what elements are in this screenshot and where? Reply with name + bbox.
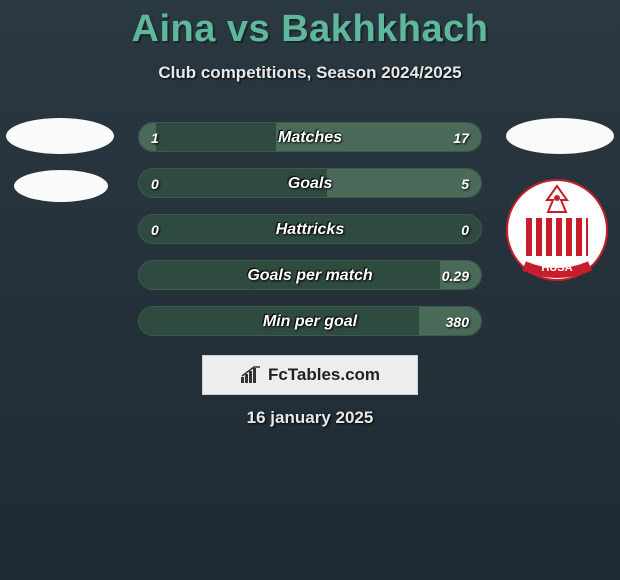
stat-bar: 0 Hattricks 0	[138, 214, 482, 244]
watermark-text: FcTables.com	[268, 365, 380, 385]
stat-value-right: 380	[446, 307, 469, 336]
stat-bar: Goals per match 0.29	[138, 260, 482, 290]
left-player-badges	[6, 118, 114, 218]
stat-label: Matches	[139, 123, 481, 152]
svg-text:HUSA: HUSA	[541, 262, 572, 274]
club-badge-husa: HUSA	[506, 170, 608, 290]
stat-label: Hattricks	[139, 215, 481, 244]
stats-bars: 1 Matches 17 0 Goals 5 0 Hattricks 0 Goa…	[138, 122, 482, 352]
stat-bar: Min per goal 380	[138, 306, 482, 336]
stat-value-right: 5	[461, 169, 469, 198]
page-title: Aina vs Bakhkhach	[0, 0, 620, 51]
stat-label: Min per goal	[139, 307, 481, 336]
subtitle: Club competitions, Season 2024/2025	[0, 63, 620, 83]
ellipse-icon	[506, 118, 614, 154]
ellipse-icon	[6, 118, 114, 154]
ellipse-icon	[14, 170, 108, 202]
chart-icon	[240, 366, 262, 384]
stat-bar: 0 Goals 5	[138, 168, 482, 198]
stat-value-right: 0.29	[442, 261, 469, 290]
watermark: FcTables.com	[202, 355, 418, 395]
stat-label: Goals	[139, 169, 481, 198]
right-player-badges: HUSA	[506, 118, 614, 290]
date-label: 16 january 2025	[0, 408, 620, 428]
stat-bar: 1 Matches 17	[138, 122, 482, 152]
stat-value-right: 0	[461, 215, 469, 244]
stat-value-right: 17	[453, 123, 469, 152]
stat-label: Goals per match	[139, 261, 481, 290]
